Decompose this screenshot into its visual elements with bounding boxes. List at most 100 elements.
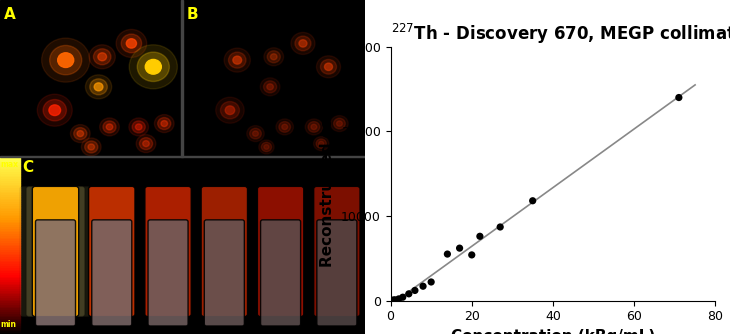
X-axis label: Concentration (kBq/mL): Concentration (kBq/mL) bbox=[451, 329, 655, 334]
Bar bbox=[0, 169, 20, 171]
Circle shape bbox=[228, 52, 246, 68]
Bar bbox=[0, 253, 20, 255]
Bar bbox=[0, 166, 20, 168]
Text: D: D bbox=[332, 37, 348, 55]
Circle shape bbox=[324, 63, 332, 70]
Circle shape bbox=[291, 32, 315, 54]
Circle shape bbox=[37, 94, 72, 126]
Circle shape bbox=[145, 59, 161, 74]
Bar bbox=[0, 260, 20, 262]
Point bbox=[527, 198, 539, 203]
Bar bbox=[0, 277, 20, 279]
Circle shape bbox=[261, 142, 272, 152]
Y-axis label: Reconstructed counts: Reconstructed counts bbox=[320, 80, 335, 268]
FancyBboxPatch shape bbox=[20, 186, 91, 317]
Bar bbox=[0, 244, 20, 245]
Bar bbox=[0, 182, 20, 183]
Bar bbox=[0, 212, 20, 214]
Circle shape bbox=[121, 34, 142, 53]
Circle shape bbox=[50, 45, 82, 75]
Bar bbox=[0, 292, 20, 293]
Bar bbox=[0, 215, 20, 217]
Bar bbox=[0, 210, 20, 212]
Circle shape bbox=[85, 75, 112, 99]
Circle shape bbox=[320, 59, 337, 74]
Bar bbox=[0, 281, 20, 283]
Bar bbox=[0, 297, 20, 299]
Bar bbox=[0, 322, 20, 323]
Bar bbox=[0, 187, 20, 189]
Bar bbox=[0, 185, 20, 187]
Bar bbox=[0, 279, 20, 281]
Circle shape bbox=[308, 122, 320, 132]
Bar bbox=[0, 217, 20, 219]
Bar bbox=[0, 201, 20, 203]
Circle shape bbox=[233, 56, 242, 64]
Point bbox=[397, 295, 409, 300]
Text: A: A bbox=[4, 7, 15, 22]
Circle shape bbox=[264, 145, 269, 149]
Bar bbox=[0, 206, 20, 208]
Bar bbox=[0, 293, 20, 295]
Circle shape bbox=[89, 45, 115, 69]
Bar bbox=[0, 249, 20, 251]
Bar bbox=[0, 295, 20, 297]
Circle shape bbox=[143, 141, 149, 147]
Circle shape bbox=[49, 105, 61, 116]
Circle shape bbox=[299, 40, 307, 47]
Text: max: max bbox=[0, 160, 18, 169]
Bar bbox=[0, 330, 20, 332]
Bar bbox=[0, 221, 20, 222]
FancyBboxPatch shape bbox=[145, 186, 191, 317]
Circle shape bbox=[267, 51, 280, 63]
Bar bbox=[0, 276, 20, 277]
FancyBboxPatch shape bbox=[314, 186, 360, 317]
Text: C: C bbox=[22, 160, 33, 175]
Point bbox=[403, 291, 415, 297]
Point bbox=[418, 284, 429, 289]
Circle shape bbox=[258, 140, 274, 154]
Bar bbox=[0, 286, 20, 288]
Bar bbox=[0, 307, 20, 309]
Bar bbox=[0, 194, 20, 196]
Bar bbox=[0, 309, 20, 311]
Bar bbox=[0, 175, 20, 176]
Circle shape bbox=[220, 102, 239, 119]
Bar bbox=[0, 161, 20, 162]
Bar bbox=[0, 288, 20, 290]
Circle shape bbox=[137, 52, 169, 81]
Circle shape bbox=[295, 36, 311, 51]
Bar bbox=[0, 162, 20, 164]
Circle shape bbox=[93, 49, 111, 65]
Bar bbox=[0, 256, 20, 258]
Circle shape bbox=[70, 125, 91, 143]
Circle shape bbox=[317, 56, 340, 78]
Point bbox=[389, 297, 401, 302]
Point bbox=[474, 233, 485, 239]
Point bbox=[466, 252, 477, 258]
FancyBboxPatch shape bbox=[204, 220, 245, 326]
Text: $^{227}$Th - Discovery 670, MEGP collimator: $^{227}$Th - Discovery 670, MEGP collima… bbox=[391, 22, 730, 46]
Bar bbox=[0, 242, 20, 244]
Bar bbox=[0, 311, 20, 313]
Bar bbox=[0, 332, 20, 334]
Circle shape bbox=[77, 131, 83, 137]
Circle shape bbox=[267, 84, 274, 90]
Bar bbox=[0, 313, 20, 315]
Bar bbox=[0, 198, 20, 199]
Bar bbox=[0, 251, 20, 253]
Circle shape bbox=[264, 48, 283, 66]
Text: min: min bbox=[0, 320, 16, 329]
Bar bbox=[0, 222, 20, 224]
Bar bbox=[0, 168, 20, 169]
Bar bbox=[0, 156, 365, 157]
Bar bbox=[0, 183, 20, 185]
Bar bbox=[0, 199, 20, 201]
Bar bbox=[0, 180, 20, 182]
Text: B: B bbox=[186, 7, 198, 22]
Bar bbox=[0, 238, 20, 240]
Circle shape bbox=[74, 128, 87, 140]
Bar bbox=[0, 315, 20, 316]
Point bbox=[409, 288, 420, 293]
Circle shape bbox=[313, 137, 329, 151]
